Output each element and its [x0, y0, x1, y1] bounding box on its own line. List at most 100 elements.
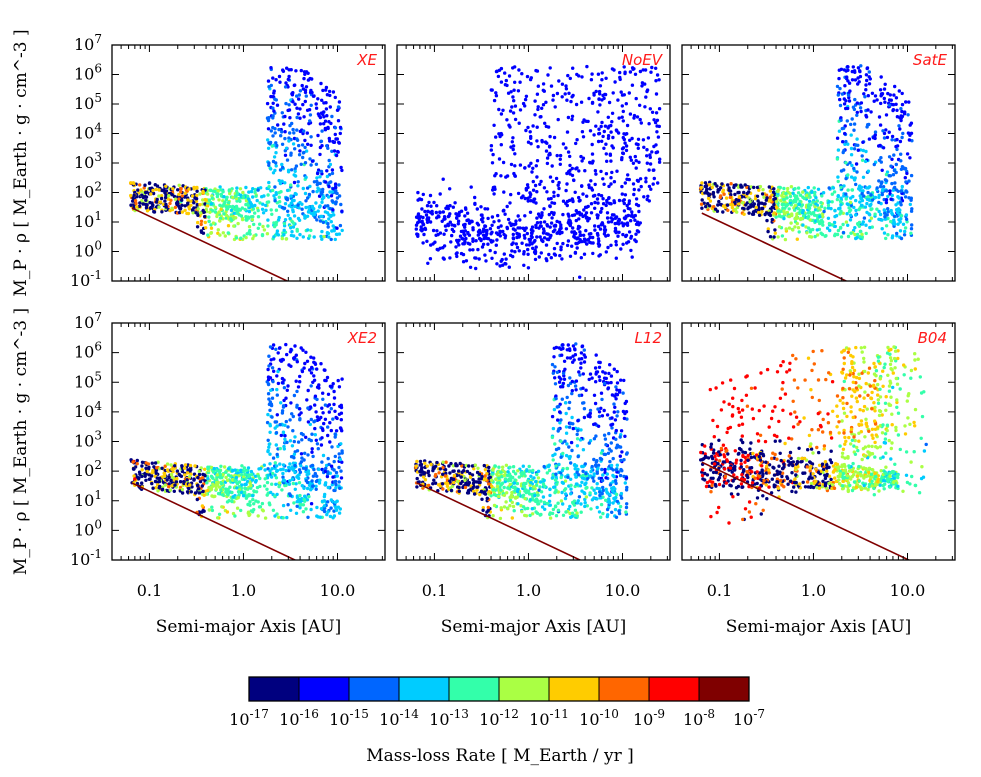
y-ticks: [112, 44, 385, 282]
x-ticks: [396, 45, 668, 281]
scatter-point: [222, 465, 227, 469]
scatter-point: [469, 185, 473, 189]
scatter-point: [236, 221, 240, 226]
scatter-point: [290, 412, 294, 416]
scatter-point: [546, 237, 551, 242]
scatter-point: [338, 404, 342, 409]
scatter-point: [339, 418, 343, 422]
scatter-point: [280, 130, 284, 134]
scatter-point: [656, 135, 661, 139]
scatter-point: [298, 380, 302, 384]
scatter-point: [529, 474, 533, 478]
scatter-point: [545, 224, 550, 228]
scatter-point: [195, 189, 199, 193]
scatter-point: [789, 185, 794, 189]
scatter-point: [583, 169, 587, 173]
scatter-point: [611, 146, 615, 150]
scatter-point: [869, 207, 873, 212]
scatter-point: [266, 193, 270, 197]
scatter-point: [285, 440, 289, 445]
scatter-point: [209, 223, 213, 227]
scatter-point: [522, 233, 526, 238]
scatter-point: [163, 464, 167, 468]
scatter-point: [594, 353, 598, 357]
scatter-point: [319, 81, 323, 86]
scatter-point: [504, 262, 508, 266]
scatter-point: [280, 142, 285, 146]
scatter-point: [835, 84, 840, 89]
scatter-point: [771, 190, 776, 194]
scatter-point: [194, 211, 198, 215]
scatter-point: [603, 230, 607, 234]
scatter-point: [485, 207, 490, 211]
scatter-point: [320, 237, 324, 241]
scatter-point: [289, 233, 294, 238]
scatter-point: [414, 227, 418, 231]
scatter-point: [306, 142, 310, 146]
scatter-point: [570, 379, 574, 384]
scatter-point: [267, 185, 271, 189]
scatter-point: [773, 196, 777, 201]
scatter-point: [145, 203, 149, 207]
scatter-point: [193, 464, 197, 468]
scatter-point: [501, 263, 505, 267]
scatter-point: [550, 216, 554, 220]
scatter-point: [545, 156, 550, 160]
scatter-point: [320, 144, 324, 148]
scatter-point: [328, 105, 332, 109]
scatter-point: [511, 95, 515, 99]
scatter-point: [873, 134, 877, 138]
scatter-point: [897, 124, 901, 128]
scatter-point: [785, 202, 790, 207]
scatter-point: [877, 195, 881, 200]
scatter-point: [295, 115, 299, 120]
scatter-point: [596, 72, 601, 76]
scatter-point: [568, 254, 573, 258]
scatter-point: [640, 84, 644, 88]
scatter-point: [284, 101, 288, 106]
scatter-point: [309, 143, 313, 147]
scatter-point: [234, 475, 239, 480]
scatter-point: [305, 131, 309, 135]
scatter-point: [301, 102, 305, 107]
scatter-point: [237, 213, 241, 217]
scatter-point: [566, 150, 571, 154]
scatter-point: [590, 486, 594, 490]
scatter-point: [604, 203, 608, 208]
scatter-point: [636, 179, 640, 183]
scatter-point: [497, 157, 502, 161]
scatter-point: [706, 196, 711, 201]
scatter-point: [287, 103, 291, 107]
scatter-point: [591, 235, 595, 240]
scatter-point: [268, 462, 272, 466]
scatter-point: [582, 233, 586, 237]
scatter-point: [306, 228, 310, 232]
scatter-point: [553, 105, 557, 109]
scatter-point: [323, 403, 328, 407]
scatter-point: [820, 194, 824, 198]
scatter-point: [337, 480, 341, 484]
scatter-point: [528, 77, 533, 82]
scatter-point: [645, 148, 649, 152]
scatter-point: [847, 99, 852, 103]
scatter-point: [899, 159, 903, 163]
scatter-point: [247, 209, 252, 214]
scatter-point: [875, 186, 879, 190]
scatter-point: [227, 499, 231, 503]
scatter-point: [886, 91, 890, 96]
panel-l12: L12: [396, 322, 671, 561]
scatter-point: [622, 198, 626, 202]
scatter-point: [186, 201, 190, 205]
scatter-point: [314, 102, 318, 106]
scatter-point: [198, 479, 203, 484]
scatter-point: [584, 228, 588, 233]
scatter-point: [463, 225, 467, 229]
scatter-point: [428, 193, 433, 198]
scatter-point: [298, 374, 302, 379]
scatter-point: [844, 176, 848, 181]
scatter-point: [764, 211, 769, 215]
scatter-point: [858, 235, 862, 239]
scatter-point: [265, 232, 270, 236]
scatter-point: [620, 192, 624, 196]
scatter-point: [326, 500, 330, 504]
